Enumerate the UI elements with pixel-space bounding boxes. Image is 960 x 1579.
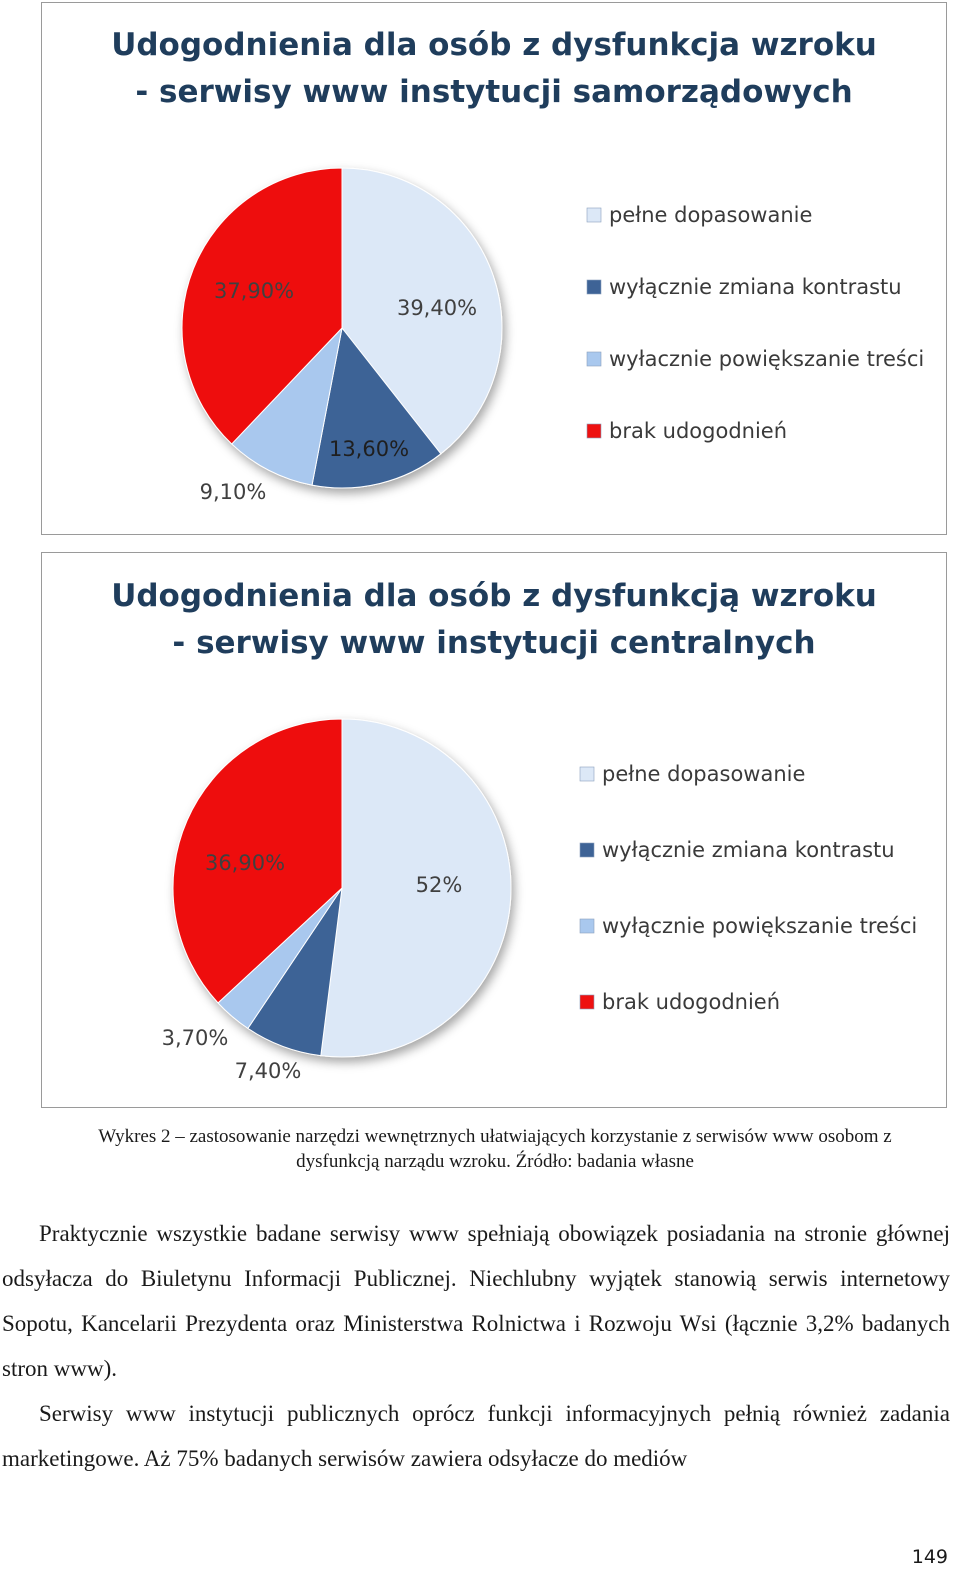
body-text: Praktycznie wszystkie badane serwisy www… bbox=[2, 1211, 950, 1481]
chart-title-line-2: - serwisy www instytucji samorządowych bbox=[135, 74, 852, 110]
chart-centralne: Udogodnienia dla osób z dysfunkcją wzrok… bbox=[41, 552, 947, 1108]
legend-swatch-kontrast bbox=[586, 279, 602, 295]
legend-label-pelne: pełne dopasowanie bbox=[602, 762, 805, 786]
legend: pełne dopasowanie wyłącznie zmiana kontra… bbox=[586, 203, 924, 443]
page-number: 149 bbox=[911, 1546, 948, 1568]
chart-samorzadowe: Udogodnienia dla osób z dysfunkcja wzrok… bbox=[41, 2, 947, 535]
pie-slice-pelne bbox=[341, 167, 503, 455]
legend-swatch-pelne bbox=[579, 766, 595, 782]
figure-caption: Wykres 2 – zastosowanie narzędzi wewnętr… bbox=[38, 1124, 952, 1174]
slice-label-kontrast: 7,40% bbox=[235, 1059, 302, 1083]
caption-line-1: Wykres 2 – zastosowanie narzędzi wewnętr… bbox=[98, 1126, 892, 1147]
legend-label-kontrast: wyłącznie zmiana kontrastu bbox=[609, 275, 902, 299]
paragraph-2: Serwisy www instytucji publicznych opróc… bbox=[2, 1401, 950, 1471]
slice-labels: 52% 7,40% 3,70% 36,90% bbox=[162, 851, 463, 1083]
slice-label-pelne: 39,40% bbox=[397, 296, 477, 320]
legend-swatch-pelne bbox=[586, 207, 602, 223]
legend-swatch-kontrast bbox=[579, 842, 595, 858]
slice-label-pelne: 52% bbox=[416, 873, 463, 897]
slice-label-powiekszanie: 9,10% bbox=[200, 480, 267, 504]
legend-swatch-powiekszanie bbox=[586, 351, 602, 367]
slice-label-powiekszanie: 3,70% bbox=[162, 1026, 229, 1050]
caption-line-2: dysfunkcją narządu wzroku. Źródło: badan… bbox=[296, 1151, 694, 1172]
legend-label-brak: brak udogodnień bbox=[609, 419, 787, 443]
legend-label-powiekszanie: wyłącznie powiększanie treści bbox=[602, 914, 917, 938]
legend-label-kontrast: wyłącznie zmiana kontrastu bbox=[602, 838, 895, 862]
slice-labels: 39,40% 13,60% 9,10% 37,90% bbox=[200, 279, 477, 504]
legend: pełne dopasowanie wyłącznie zmiana kontra… bbox=[579, 762, 917, 1014]
chart-title-line-1: Udogodnienia dla osób z dysfunkcja wzrok… bbox=[111, 27, 877, 63]
legend-label-powiekszanie: wyłacznie powiększanie treści bbox=[609, 347, 924, 371]
pie bbox=[181, 167, 503, 489]
legend-swatch-brak bbox=[579, 994, 595, 1010]
pie-chart-svg: Udogodnienia dla osób z dysfunkcja wzrok… bbox=[111, 27, 924, 504]
legend-label-pelne: pełne dopasowanie bbox=[609, 203, 812, 227]
pie bbox=[172, 718, 512, 1058]
slice-label-kontrast: 13,60% bbox=[329, 437, 409, 461]
legend-swatch-brak bbox=[586, 423, 602, 439]
slice-label-brak: 36,90% bbox=[205, 851, 285, 875]
pie-slice-kontrast bbox=[311, 326, 442, 489]
legend-swatch-powiekszanie bbox=[579, 918, 595, 934]
chart-title-line-2: - serwisy www instytucji centralnych bbox=[172, 625, 815, 661]
paragraph-1: Praktycznie wszystkie badane serwisy www… bbox=[2, 1221, 950, 1381]
pie-slice-powiekszanie bbox=[231, 326, 343, 486]
pie-chart-svg: Udogodnienia dla osób z dysfunkcją wzrok… bbox=[111, 578, 917, 1083]
chart-title-line-1: Udogodnienia dla osób z dysfunkcją wzrok… bbox=[111, 578, 877, 614]
legend-label-brak: brak udogodnień bbox=[602, 990, 780, 1014]
pie-slice-brak bbox=[181, 167, 343, 445]
slice-label-brak: 37,90% bbox=[214, 279, 294, 303]
pie-slice-pelne bbox=[320, 718, 512, 1058]
pie-slice-brak bbox=[172, 718, 343, 1004]
